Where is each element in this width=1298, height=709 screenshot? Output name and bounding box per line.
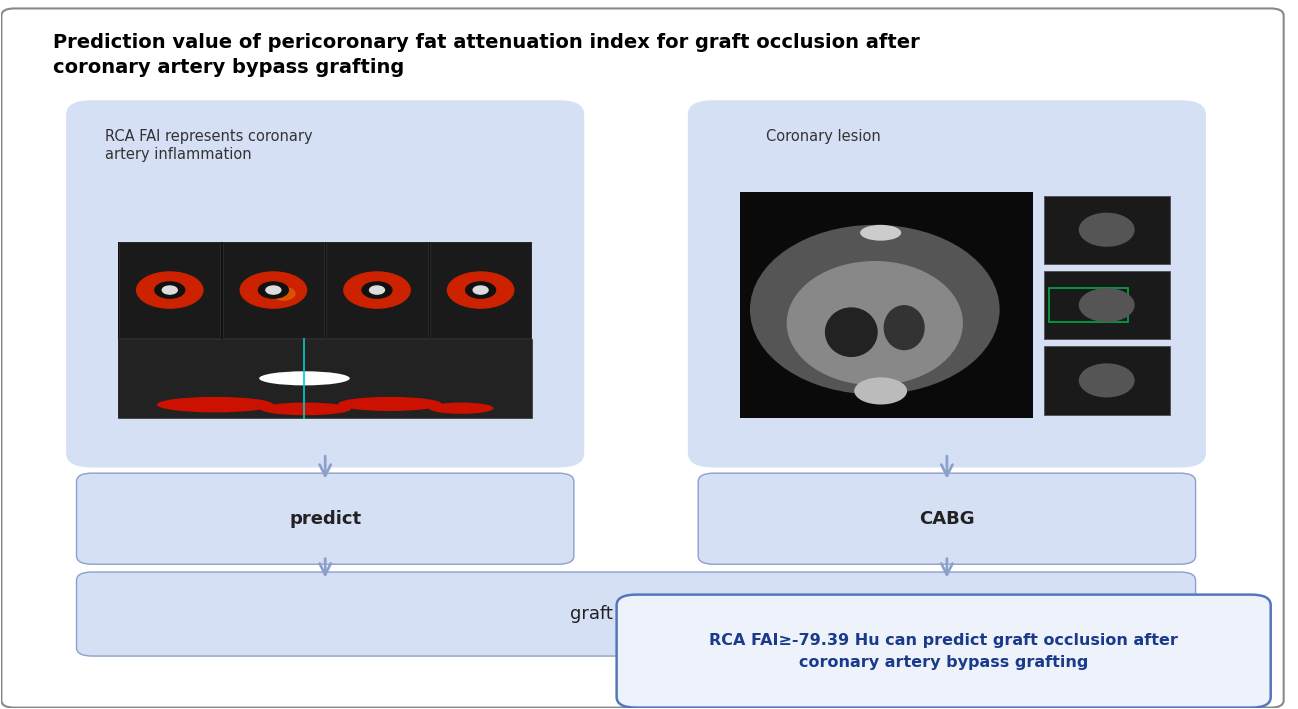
Circle shape xyxy=(362,282,392,298)
Bar xyxy=(327,242,427,338)
Ellipse shape xyxy=(1079,288,1134,322)
Circle shape xyxy=(240,272,306,308)
Circle shape xyxy=(344,272,410,308)
FancyBboxPatch shape xyxy=(118,242,532,418)
Circle shape xyxy=(448,272,514,308)
FancyBboxPatch shape xyxy=(77,572,1195,656)
FancyBboxPatch shape xyxy=(66,100,584,467)
Ellipse shape xyxy=(861,225,901,240)
Circle shape xyxy=(271,287,295,300)
Text: Prediction value of pericoronary fat attenuation index for graft occlusion after: Prediction value of pericoronary fat att… xyxy=(53,33,920,77)
Ellipse shape xyxy=(854,377,907,405)
FancyBboxPatch shape xyxy=(1,9,1284,708)
Text: CABG: CABG xyxy=(919,510,975,527)
Text: RCA FAI represents coronary
artery inflammation: RCA FAI represents coronary artery infla… xyxy=(105,128,313,162)
Bar xyxy=(118,339,532,418)
Ellipse shape xyxy=(1079,363,1134,398)
Circle shape xyxy=(474,286,488,294)
Ellipse shape xyxy=(824,307,877,357)
Bar xyxy=(1044,271,1169,339)
Circle shape xyxy=(136,272,202,308)
FancyBboxPatch shape xyxy=(688,100,1206,467)
Ellipse shape xyxy=(787,261,963,385)
Ellipse shape xyxy=(339,397,441,411)
Bar xyxy=(1049,288,1128,322)
Circle shape xyxy=(266,286,280,294)
Circle shape xyxy=(466,282,496,298)
Bar xyxy=(1044,346,1169,415)
Text: RCA FAI≥-79.39 Hu can predict graft occlusion after
coronary artery bypass graft: RCA FAI≥-79.39 Hu can predict graft occl… xyxy=(709,632,1179,670)
Circle shape xyxy=(258,282,288,298)
Circle shape xyxy=(162,286,178,294)
FancyBboxPatch shape xyxy=(698,473,1195,564)
Ellipse shape xyxy=(428,403,493,414)
Bar xyxy=(119,242,221,338)
FancyBboxPatch shape xyxy=(617,595,1271,708)
FancyBboxPatch shape xyxy=(77,473,574,564)
Bar xyxy=(1044,196,1169,264)
Text: Coronary lesion: Coronary lesion xyxy=(766,128,880,143)
Bar xyxy=(223,242,324,338)
Ellipse shape xyxy=(260,372,349,386)
Ellipse shape xyxy=(261,403,350,415)
FancyBboxPatch shape xyxy=(740,192,1033,418)
Bar xyxy=(430,242,531,338)
Ellipse shape xyxy=(884,305,924,350)
Ellipse shape xyxy=(750,225,999,394)
Circle shape xyxy=(154,282,184,298)
Circle shape xyxy=(370,286,384,294)
Ellipse shape xyxy=(157,397,274,413)
Text: graft occlusion: graft occlusion xyxy=(570,605,702,623)
Text: predict: predict xyxy=(289,510,361,527)
Ellipse shape xyxy=(1079,213,1134,247)
